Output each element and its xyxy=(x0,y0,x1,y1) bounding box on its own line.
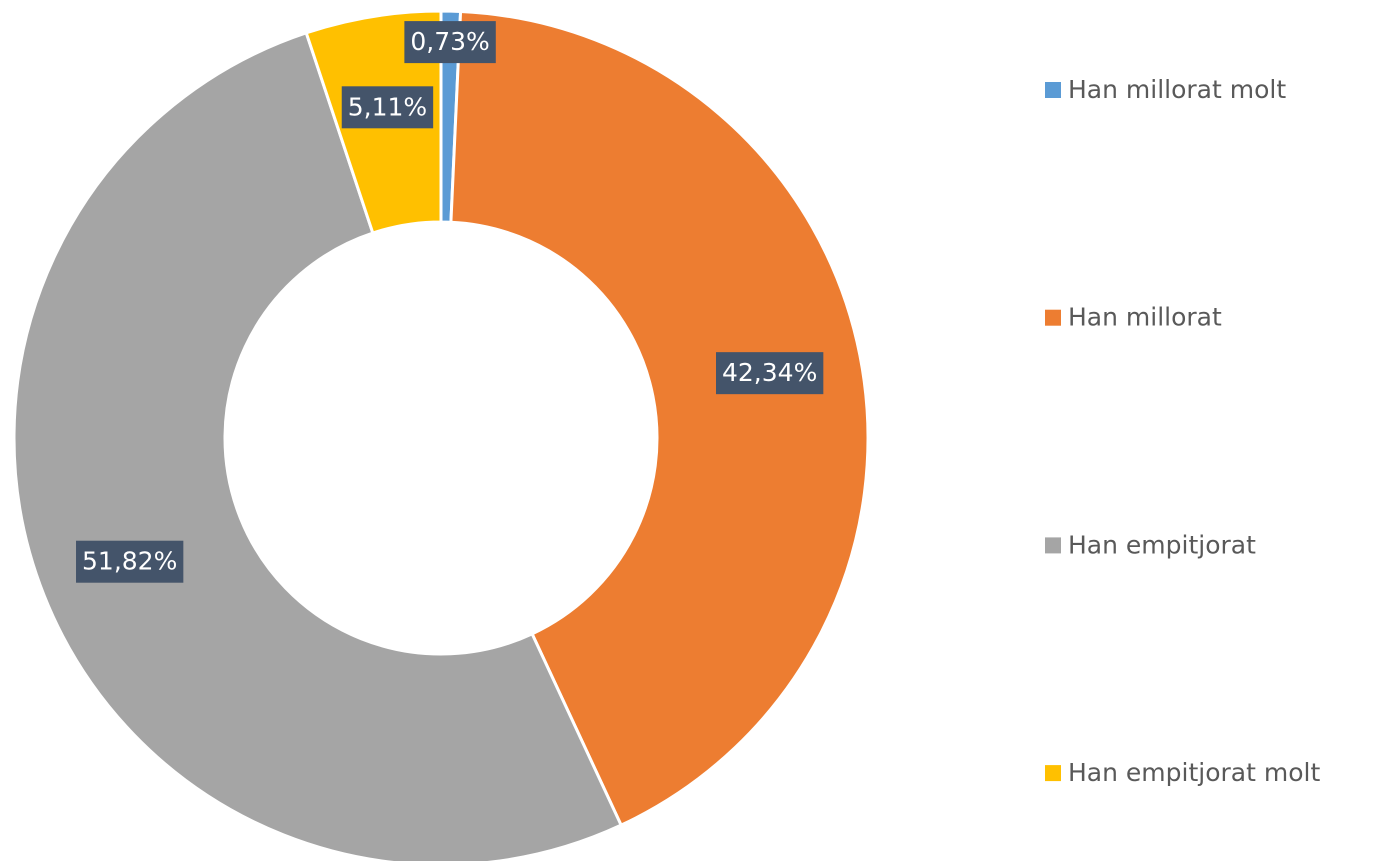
donut-slice xyxy=(12,30,624,861)
legend-label: Han millorat molt xyxy=(1068,75,1286,104)
data-label-box xyxy=(404,21,496,64)
legend-label: Han millorat xyxy=(1068,303,1222,332)
legend-swatch xyxy=(1045,309,1061,326)
data-label: 42,34% xyxy=(722,358,817,387)
legend-swatch xyxy=(1045,765,1061,782)
legend-swatch xyxy=(1045,82,1061,98)
legend-label: Han empitjorat molt xyxy=(1068,758,1320,787)
data-label: 51,82% xyxy=(82,547,177,576)
data-label-box xyxy=(716,352,824,395)
donut-slice xyxy=(449,9,870,828)
data-label: 0,73% xyxy=(410,27,489,56)
legend-swatch xyxy=(1045,537,1061,554)
legend-label: Han empitjorat xyxy=(1068,530,1256,559)
data-label-box xyxy=(76,540,184,583)
data-label: 5,11% xyxy=(348,92,427,121)
data-label-box xyxy=(341,86,434,129)
